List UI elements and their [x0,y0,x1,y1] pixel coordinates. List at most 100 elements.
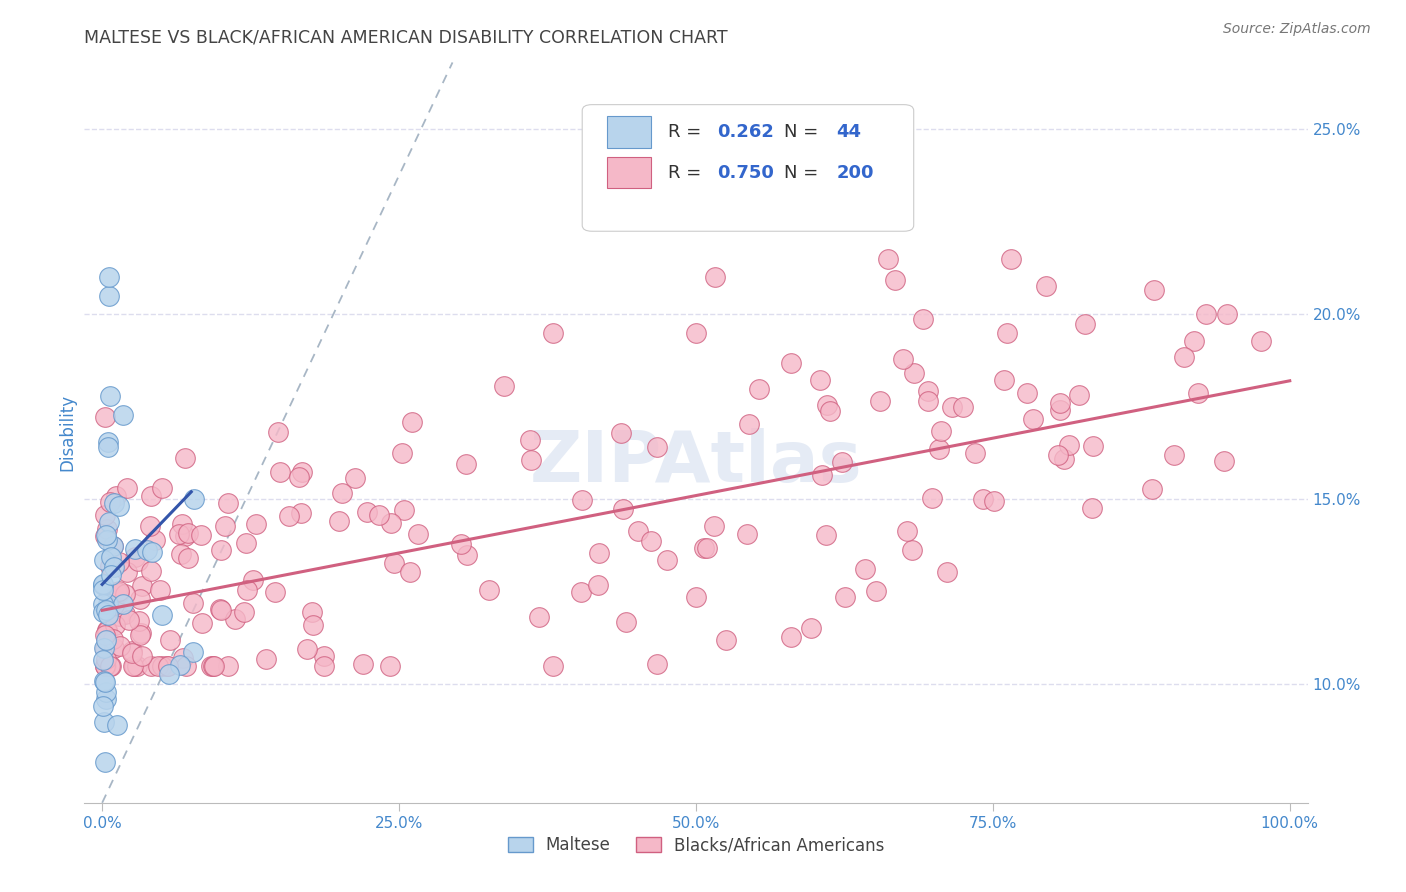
Point [96,624,118,638]
Point [129,628,152,642]
Point [747,382,769,396]
Point [124,541,146,556]
Point [105,585,128,599]
Point [100,549,122,564]
Point [114,587,136,601]
Point [780,631,803,645]
Point [288,470,311,484]
Point [181,645,204,659]
Point [93,605,115,619]
Point [121,644,143,658]
Point [295,641,318,656]
Point [869,394,891,409]
Point [143,533,166,547]
Point [107,586,129,600]
Point [519,452,541,467]
Point [815,398,838,412]
Point [96,607,118,622]
Point [645,440,668,454]
Point [128,614,150,628]
Text: R =: R = [668,164,707,182]
Point [399,565,422,579]
Point [190,528,212,542]
Point [96,624,118,638]
Point [94,632,117,647]
Point [928,442,950,457]
Y-axis label: Disability: Disability [58,394,76,471]
Point [382,556,405,570]
Point [93,714,115,729]
Point [141,545,163,559]
Point [1213,454,1236,468]
Text: N =: N = [785,164,824,182]
Point [1250,334,1272,348]
Point [328,514,350,528]
Point [94,652,117,666]
Point [93,699,115,714]
Point [1049,403,1071,417]
Point [129,625,152,640]
Point [627,524,650,538]
Point [103,640,125,655]
Point [610,426,633,441]
Text: 44: 44 [837,123,862,141]
Point [100,658,122,673]
Point [101,539,124,553]
Point [569,585,592,599]
Point [150,607,173,622]
Point [406,527,429,541]
Point [478,583,501,598]
Point [312,648,335,663]
Point [963,446,986,460]
Point [108,609,131,624]
Point [94,603,117,617]
Point [169,547,191,561]
Point [586,578,609,592]
Point [100,568,122,582]
Point [941,401,963,415]
Point [1022,412,1045,426]
Point [93,597,115,611]
Point [378,658,401,673]
Point [929,424,952,438]
Point [1074,317,1097,331]
Point [170,517,193,532]
Text: 200: 200 [837,164,875,182]
Point [1000,252,1022,266]
Point [174,658,197,673]
Point [107,555,129,569]
Point [356,505,378,519]
Point [277,509,299,524]
Point [883,273,905,287]
FancyBboxPatch shape [606,157,651,188]
Point [1049,396,1071,410]
Point [93,529,115,543]
Point [139,519,162,533]
Point [952,401,974,415]
Point [96,528,118,542]
Point [101,632,124,646]
Point [921,491,943,505]
Point [368,508,391,522]
Point [98,515,121,529]
Point [302,618,325,632]
Point [122,658,145,673]
Point [543,658,565,673]
Point [903,366,925,380]
Point [391,446,413,460]
Point [105,490,128,504]
Point [1081,439,1104,453]
Point [93,578,115,592]
Point [98,558,121,573]
Point [735,526,758,541]
Point [114,607,136,621]
Point [1143,283,1166,297]
Point [208,602,231,616]
Text: Source: ZipAtlas.com: Source: ZipAtlas.com [1223,22,1371,37]
Point [124,549,146,564]
Point [121,646,143,660]
Text: N =: N = [785,123,824,141]
Point [103,496,125,510]
Point [983,494,1005,508]
Point [131,578,153,592]
